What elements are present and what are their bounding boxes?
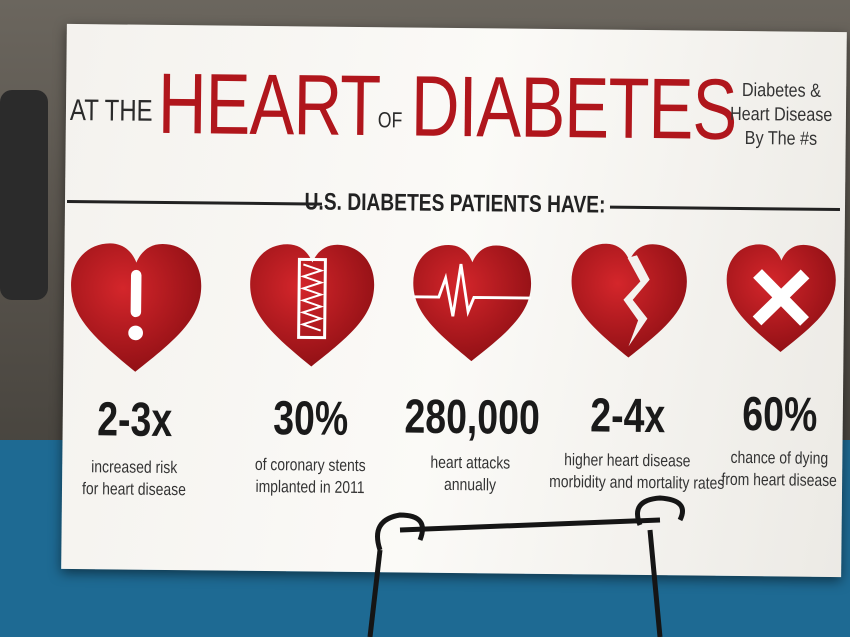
- hearts: [71, 243, 836, 372]
- stat-description: for heart disease: [81, 479, 187, 500]
- heart-symbol: [623, 255, 650, 347]
- stat-description: chance of dying: [730, 447, 829, 468]
- person: [0, 90, 48, 300]
- stat-value: 2-4x: [590, 389, 666, 444]
- stat-value: 30%: [272, 392, 349, 446]
- heart-symbol: [752, 269, 810, 326]
- heart: [250, 244, 375, 367]
- heart-shape: [250, 244, 375, 367]
- easel: [367, 495, 685, 637]
- heart-symbol: [128, 269, 143, 341]
- heart: [71, 243, 202, 372]
- stat-value: 280,000: [404, 390, 541, 445]
- stat-description: of coronary stents: [254, 454, 366, 476]
- heart: [726, 244, 836, 352]
- stat-description: higher heart disease: [564, 450, 691, 471]
- stat-description: increased risk: [91, 457, 178, 478]
- poster: AT THE HEART OF DIABETES Diabetes & Heart D…: [61, 23, 847, 578]
- stat-value: 2-3x: [96, 393, 173, 448]
- stat-value: 60%: [742, 388, 818, 442]
- heart: [571, 243, 687, 358]
- stat-description: heart attacks: [430, 452, 511, 473]
- heart-icons: [71, 243, 836, 372]
- heart: [413, 244, 532, 362]
- stat-description: from heart disease: [721, 469, 837, 491]
- heart-symbol: [297, 257, 327, 340]
- heart-symbol: [413, 263, 531, 317]
